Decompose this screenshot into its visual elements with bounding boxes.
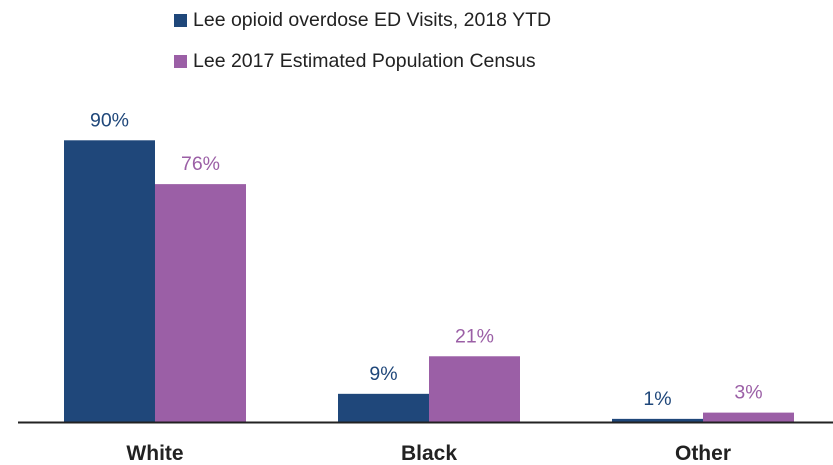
bar-white-s0 bbox=[64, 140, 155, 422]
bar-other-s1 bbox=[703, 413, 794, 422]
data-label-other-s0: 1% bbox=[643, 388, 671, 410]
bar-black-s1 bbox=[429, 356, 520, 422]
data-label-other-s1: 3% bbox=[734, 382, 762, 404]
bar-black-s0 bbox=[338, 394, 429, 422]
data-label-black-s0: 9% bbox=[369, 363, 397, 385]
x-tick-label-other: Other bbox=[675, 442, 731, 465]
data-label-white-s0: 90% bbox=[90, 109, 129, 131]
bar-white-s1 bbox=[155, 184, 246, 422]
data-label-white-s1: 76% bbox=[181, 153, 220, 175]
x-tick-label-black: Black bbox=[401, 442, 457, 465]
x-tick-label-white: White bbox=[126, 442, 183, 465]
data-label-black-s1: 21% bbox=[455, 325, 494, 347]
